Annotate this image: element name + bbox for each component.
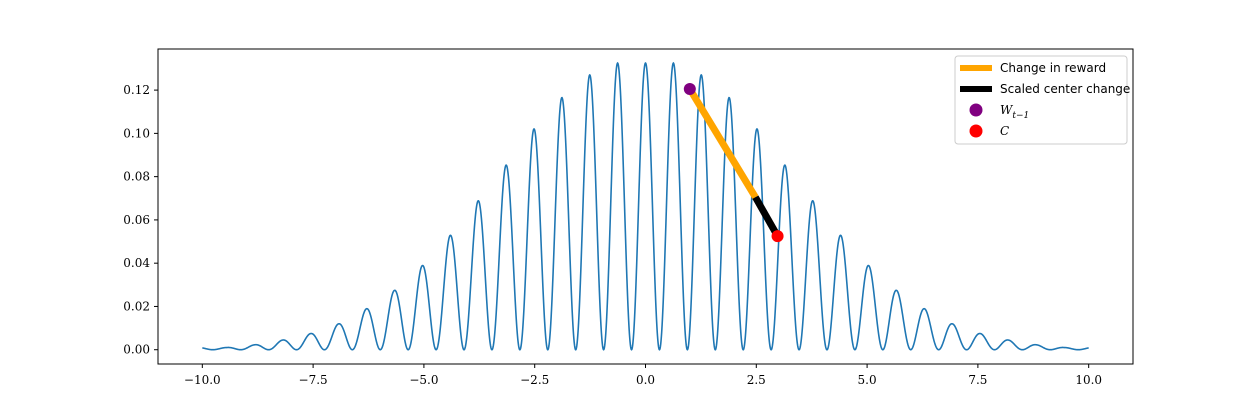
x-tick-label: 5.0 <box>858 373 877 387</box>
x-tick-label: −10.0 <box>184 373 221 387</box>
series-line-0 <box>686 87 759 200</box>
x-tick-label: 0.0 <box>636 373 655 387</box>
legend-label-3: C <box>1000 124 1009 138</box>
y-axis: 0.00 0.02 0.04 0.06 0.08 0.10 0.12 <box>123 83 158 357</box>
legend-label-0: Change in reward <box>1000 61 1106 75</box>
legend-label-1: Scaled center change <box>1000 82 1130 96</box>
legend-label-text: C <box>1000 124 1009 138</box>
x-tick-label: −5.0 <box>409 373 438 387</box>
x-tick-label: 2.5 <box>747 373 766 387</box>
legend: Change in reward Scaled center change Wt−1… <box>954 55 1130 145</box>
legend-box <box>954 55 1128 145</box>
legend-label-text: Scaled center change <box>1000 82 1130 96</box>
y-tick-label: 0.02 <box>123 299 150 313</box>
x-axis: −10.0 −7.5 −5.0 −2.5 0.0 2.5 5.0 7.5 10.0 <box>184 364 1102 387</box>
y-tick-label: 0.04 <box>123 256 150 270</box>
y-tick-label: 0.12 <box>123 83 150 97</box>
legend-label-text: Change in reward <box>1000 61 1106 75</box>
scatter-point-2-0 <box>683 83 696 96</box>
legend-label-subscript: t−1 <box>1012 111 1029 121</box>
legend-marker-3 <box>969 124 983 138</box>
legend-marker-2 <box>969 103 983 117</box>
y-tick-label: 0.08 <box>123 170 150 184</box>
scatter-point-3-0 <box>771 230 784 243</box>
series-line-1 <box>752 195 781 238</box>
x-tick-label: 7.5 <box>968 373 987 387</box>
y-tick-label: 0.00 <box>123 343 150 357</box>
main-curve-line <box>202 61 1089 351</box>
x-tick-label: 10.0 <box>1075 373 1102 387</box>
y-tick-label: 0.10 <box>123 126 150 140</box>
series-layer <box>683 83 784 243</box>
curve-layer <box>202 61 1089 351</box>
x-tick-label: −7.5 <box>299 373 328 387</box>
x-tick-label: −2.5 <box>520 373 549 387</box>
y-tick-label: 0.06 <box>123 213 150 227</box>
legend-label-text: W <box>1000 103 1014 117</box>
legend-label-2: Wt−1 <box>1000 103 1029 121</box>
